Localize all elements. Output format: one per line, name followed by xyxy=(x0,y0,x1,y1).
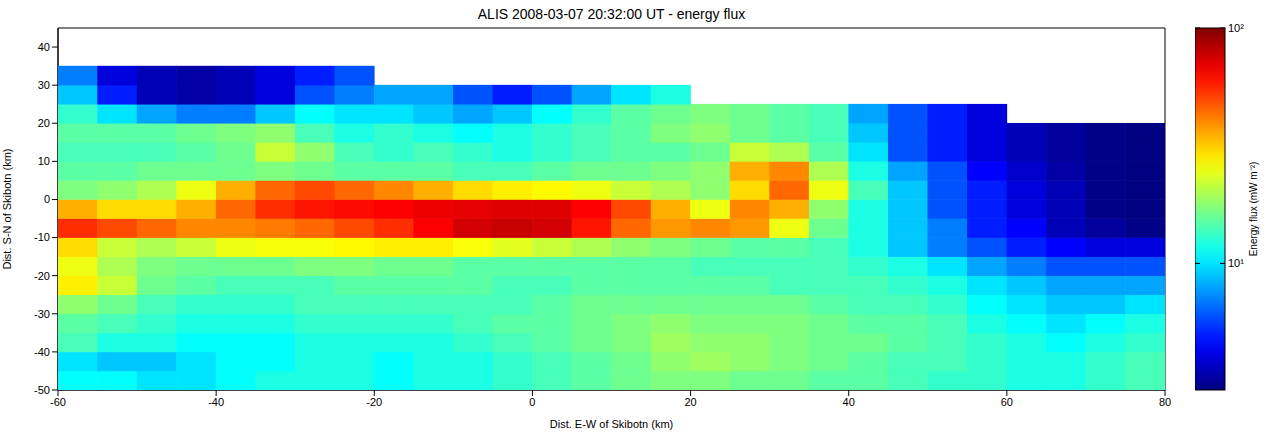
svg-text:-10: -10 xyxy=(34,231,50,243)
svg-text:-30: -30 xyxy=(34,308,50,320)
svg-text:10: 10 xyxy=(38,155,50,167)
svg-text:0: 0 xyxy=(529,396,535,408)
svg-text:-40: -40 xyxy=(34,346,50,358)
html-text:ALIS 2008-03-07 20:32:00 UT -: ALIS 2008-03-07 20:32:00 UT - energy flu… xyxy=(477,6,746,22)
svg-text:20: 20 xyxy=(684,396,696,408)
svg-text:Dist. E-W of Skibotn (km): Dist. E-W of Skibotn (km) xyxy=(550,418,673,430)
svg-text:Energy flux (mW m⁻²): Energy flux (mW m⁻²) xyxy=(1248,162,1259,257)
svg-text:-20: -20 xyxy=(34,270,50,282)
svg-text:40: 40 xyxy=(38,41,50,53)
svg-text:-20: -20 xyxy=(366,396,382,408)
svg-text:10¹: 10¹ xyxy=(1228,257,1244,269)
svg-text:-50: -50 xyxy=(34,384,50,396)
svg-text:20: 20 xyxy=(38,117,50,129)
svg-text:10²: 10² xyxy=(1228,22,1244,34)
svg-text:-40: -40 xyxy=(208,396,224,408)
svg-text:0: 0 xyxy=(44,193,50,205)
svg-text:-60: -60 xyxy=(50,396,66,408)
svg-text:Dist. S-N of Skibotn (km): Dist. S-N of Skibotn (km) xyxy=(1,148,13,269)
svg-text:40: 40 xyxy=(843,396,855,408)
svg-text:60: 60 xyxy=(1001,396,1013,408)
svg-text:80: 80 xyxy=(1159,396,1171,408)
svg-text:30: 30 xyxy=(38,79,50,91)
